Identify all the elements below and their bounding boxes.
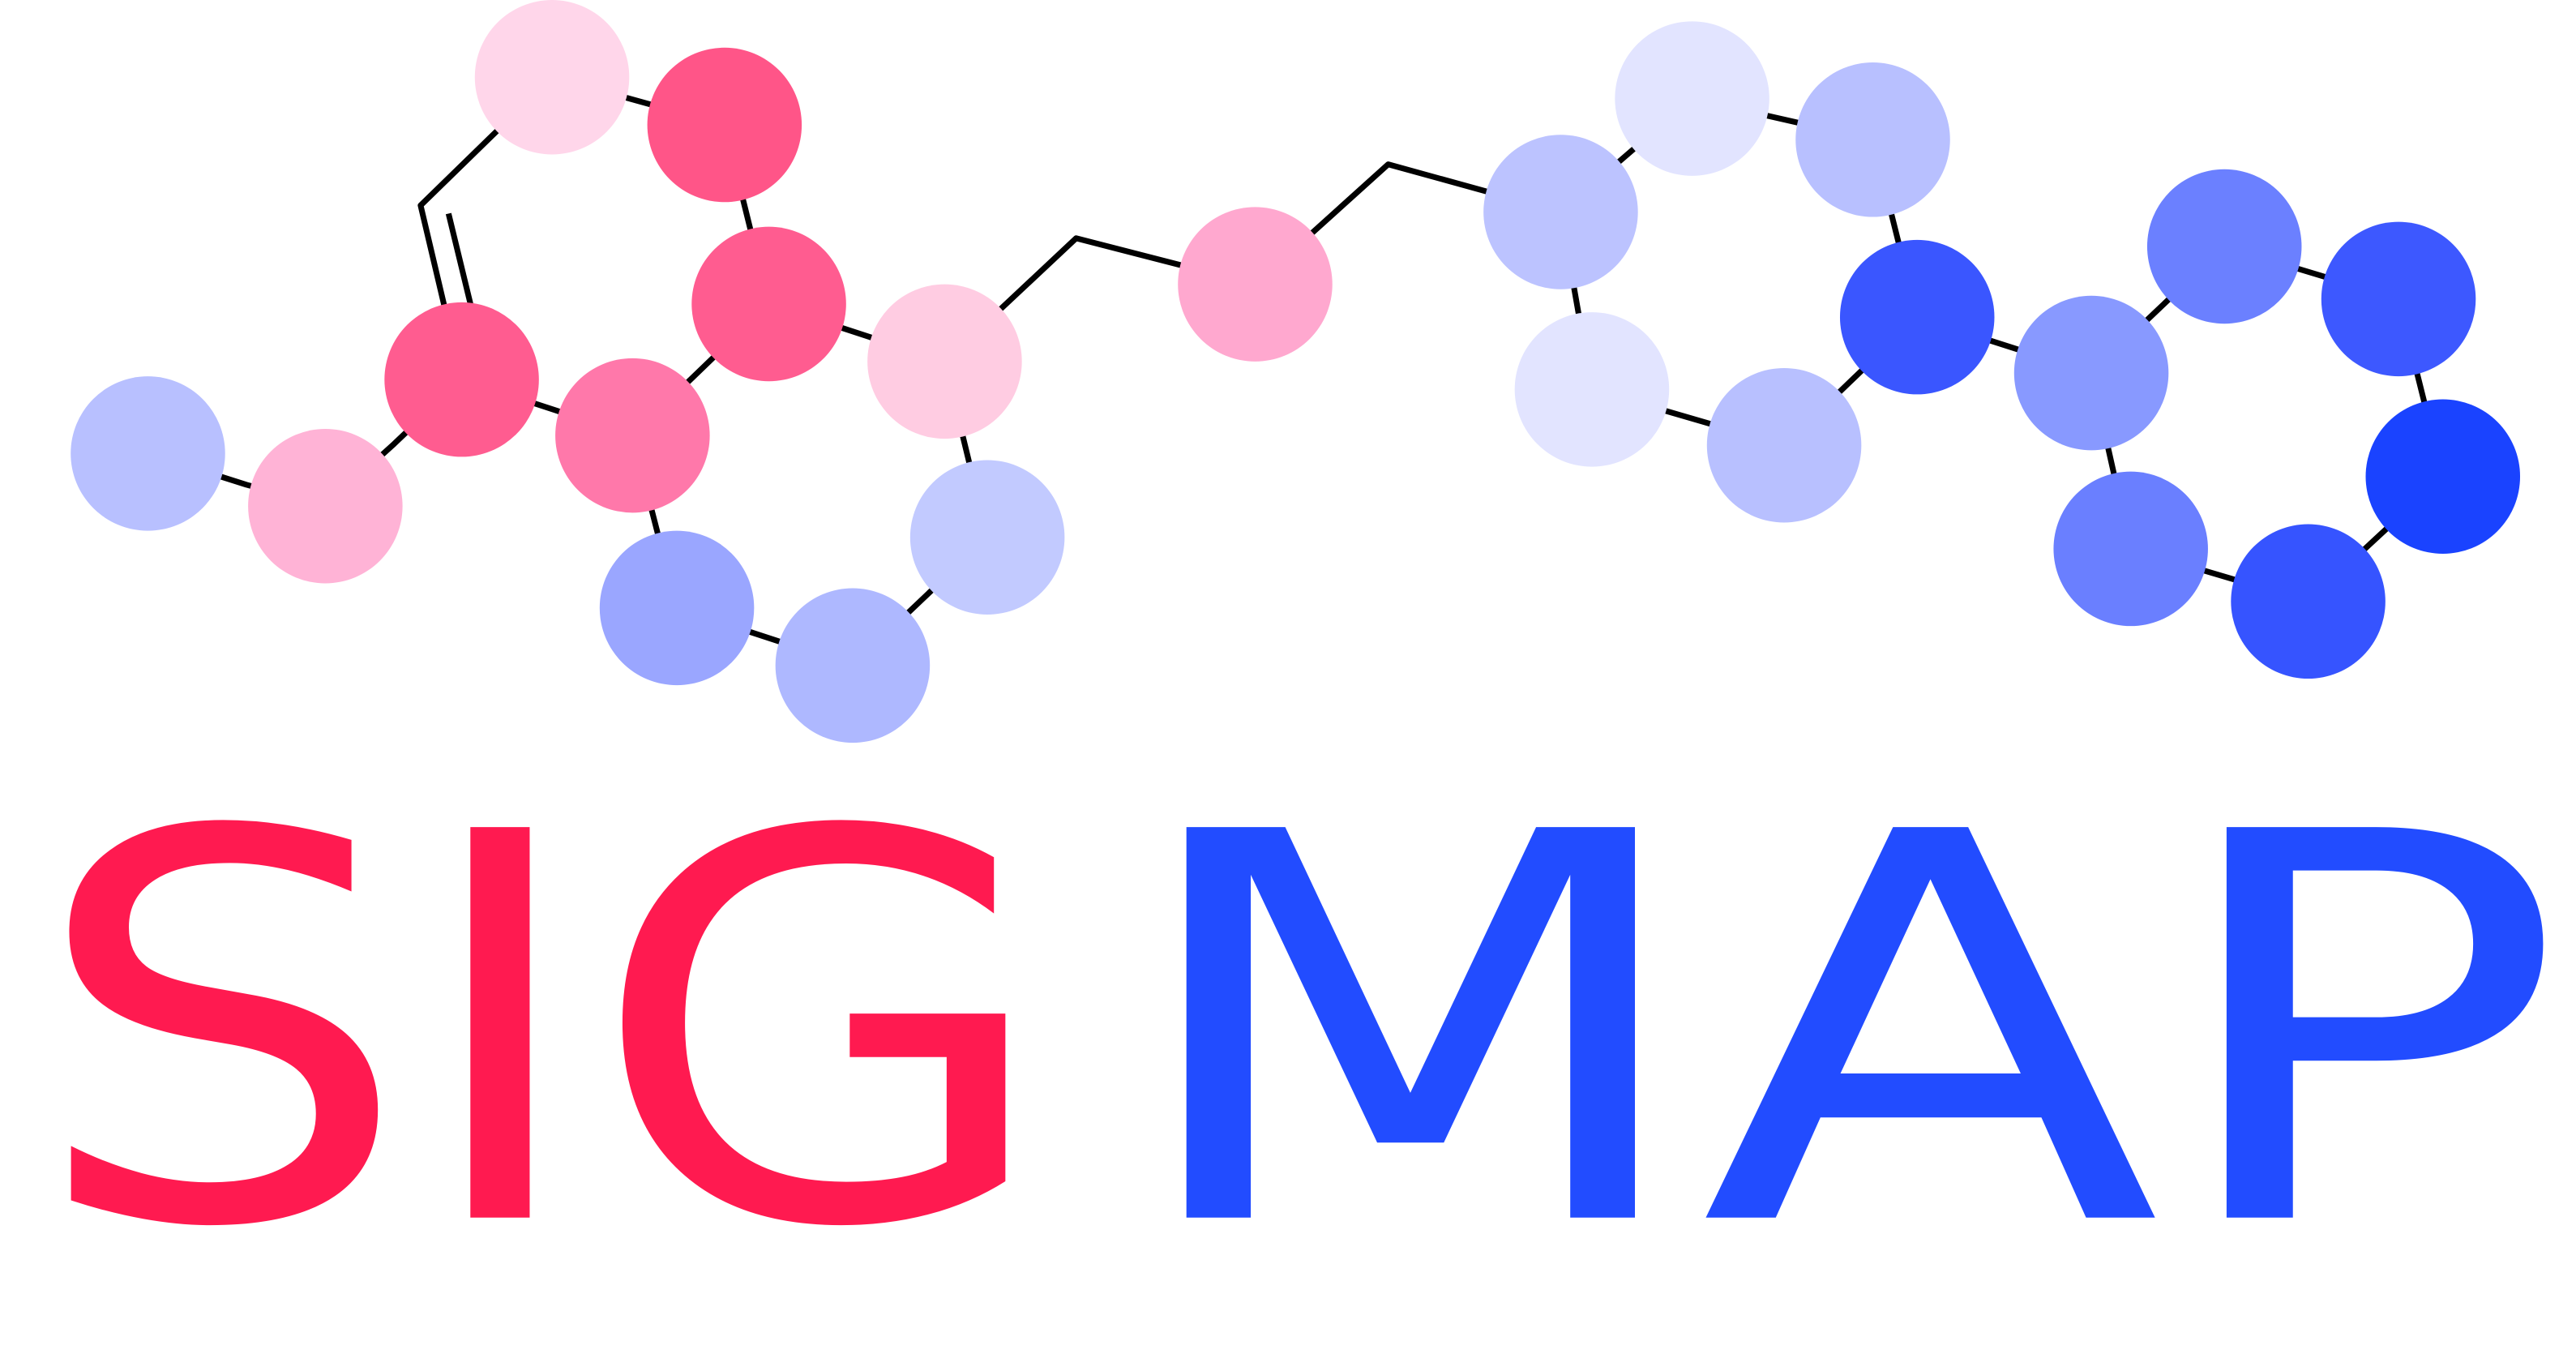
atom xyxy=(2146,169,2302,324)
atom xyxy=(1795,62,1950,217)
atom xyxy=(248,428,403,584)
atom xyxy=(2321,221,2476,377)
atom xyxy=(2231,524,2386,679)
atom xyxy=(1615,21,1769,176)
atom xyxy=(384,302,539,457)
atom xyxy=(867,284,1022,439)
atom xyxy=(1514,312,1670,467)
atom xyxy=(71,376,225,531)
logo-text-map: MAP xyxy=(1120,721,2565,1344)
atom xyxy=(2365,399,2521,554)
atom xyxy=(599,530,755,686)
atom xyxy=(1706,367,1862,523)
atom xyxy=(691,226,846,382)
atom xyxy=(647,47,802,203)
atom xyxy=(1178,207,1333,362)
atom xyxy=(474,0,630,155)
atom xyxy=(2013,295,2169,451)
atom xyxy=(775,588,931,743)
atom xyxy=(1483,135,1638,289)
atom xyxy=(1839,239,1995,395)
atom xyxy=(909,460,1065,615)
logo-text-sig: SIG xyxy=(30,721,1055,1344)
atoms xyxy=(71,0,2521,743)
atom xyxy=(2053,471,2208,627)
atom xyxy=(555,358,710,513)
